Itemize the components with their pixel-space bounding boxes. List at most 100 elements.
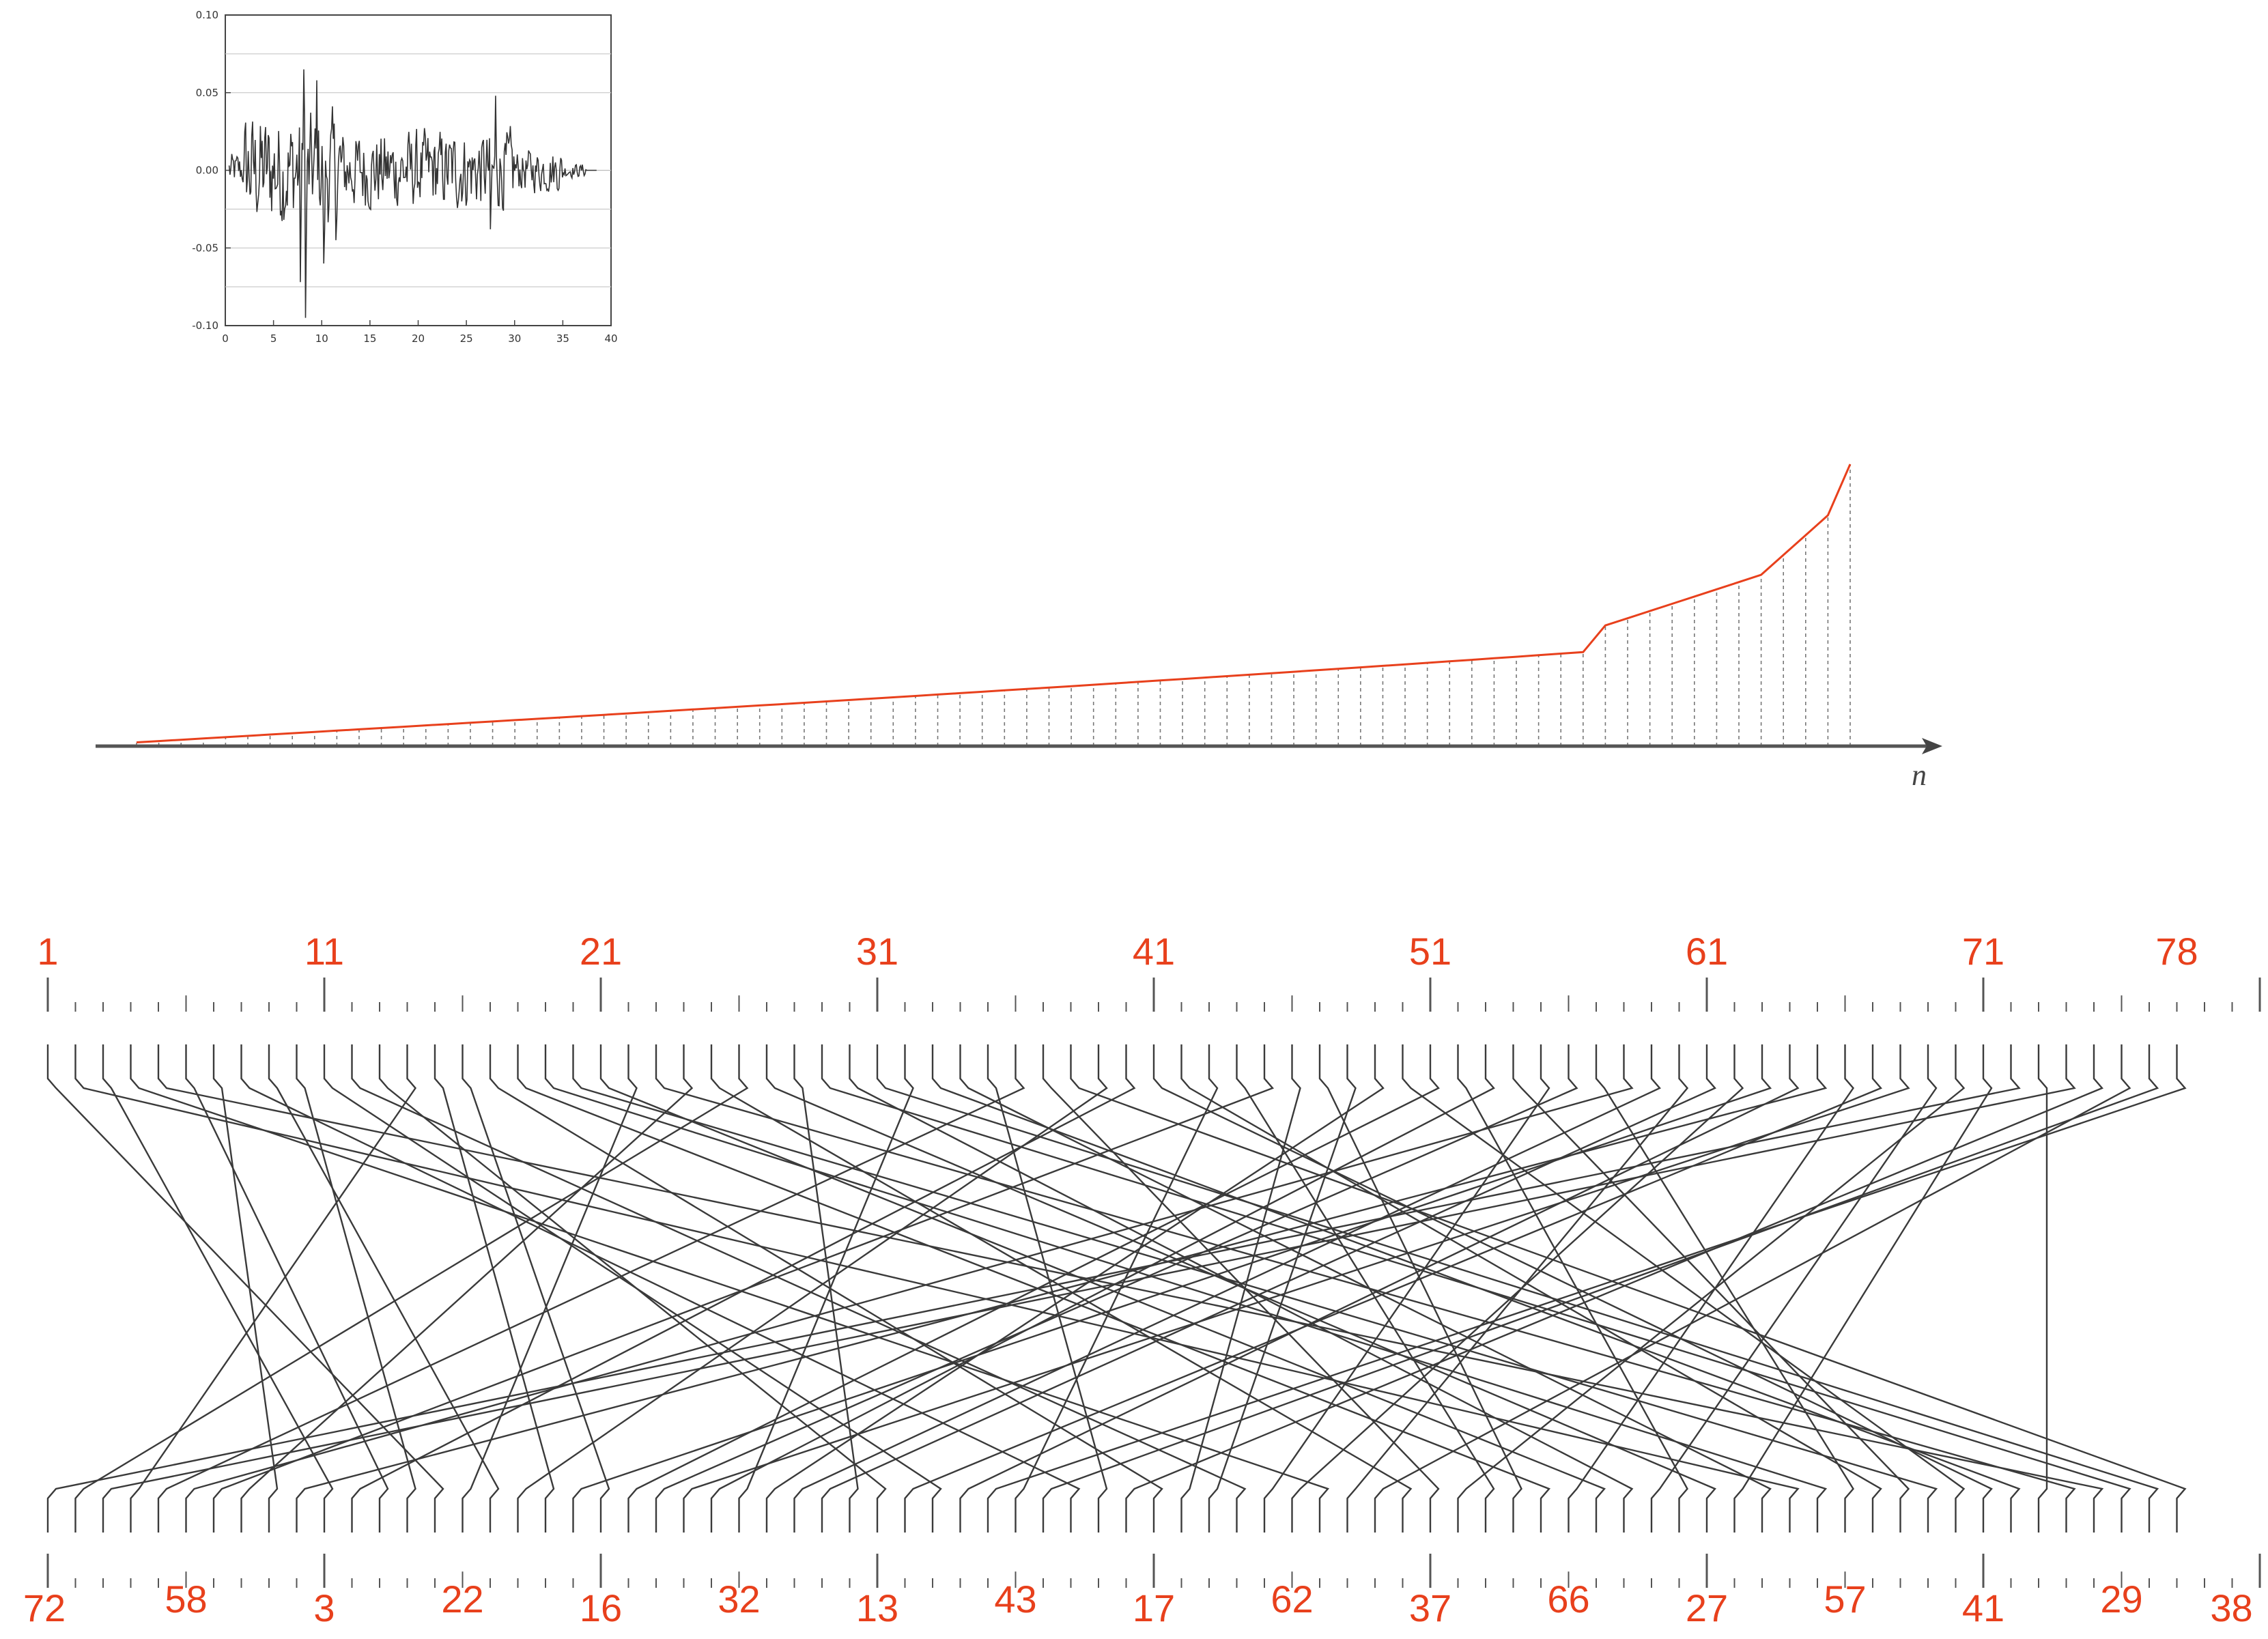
- top-index-label: 31: [856, 930, 898, 973]
- permutation-line: [517, 1044, 1551, 1533]
- top-index-label: 1: [37, 930, 58, 973]
- permutation-line: [434, 1044, 555, 1533]
- permutation-line: [599, 1044, 1606, 1533]
- permutation-diagram: 1 11 21 31 41 51 61 71 78 72 58 3 22 16 32 13 43 17 62 37 6…: [23, 930, 2261, 1629]
- permutation-line: [1733, 1044, 1993, 1533]
- signal-y-tick-label: 0.10: [196, 9, 218, 21]
- permutation-line: [1457, 1044, 1688, 1533]
- bottom-index-label: 16: [580, 1586, 622, 1629]
- permutation-line: [185, 1044, 1634, 1533]
- sorted-curve: [136, 464, 1852, 743]
- permutation-line: [987, 1044, 1108, 1533]
- permutation-line: [185, 1044, 389, 1533]
- permutation-line: [102, 1044, 2076, 1533]
- signal-y-tick-label: 0.05: [196, 87, 218, 99]
- bottom-index-label: 66: [1547, 1578, 1589, 1621]
- bottom-index-label: 29: [2100, 1578, 2142, 1621]
- top-index-label: 51: [1409, 930, 1451, 973]
- permutation-line: [1236, 1044, 1495, 1533]
- top-ruler: [46, 978, 2261, 1012]
- permutation-line: [462, 1044, 638, 1533]
- bottom-index-label: 41: [1962, 1586, 2004, 1629]
- top-index-label: 11: [304, 930, 344, 973]
- bottom-index-label: 62: [1271, 1578, 1313, 1621]
- bottom-index-label: 72: [23, 1586, 66, 1629]
- bottom-index-label: 38: [2210, 1586, 2252, 1629]
- permutation-line: [1595, 1044, 1854, 1533]
- bottom-index-label: 57: [1824, 1578, 1866, 1621]
- signal-y-ticks: 0.10 0.05 0.00 -0.05 -0.10: [192, 9, 231, 332]
- permutation-line: [821, 1044, 1716, 1533]
- permutation-line: [1152, 1044, 1993, 1533]
- permutation-line: [351, 1044, 1247, 1533]
- permutation-line: [1125, 1044, 2103, 1533]
- top-index-label: 78: [2155, 930, 2198, 973]
- sorted-values-chart: n: [96, 464, 1942, 792]
- permutation-line: [489, 1044, 1163, 1533]
- permutation-line: [627, 1044, 1440, 1533]
- signal-x-tick-label: 0: [222, 332, 229, 345]
- permutation-line: [378, 1044, 887, 1533]
- permutation-line: [655, 1044, 2076, 1533]
- permutation-line: [46, 1044, 2021, 1533]
- permutation-line: [765, 1044, 1385, 1533]
- permutation-line: [1291, 1044, 1744, 1533]
- permutation-line: [572, 1044, 1772, 1533]
- permutation-line: [1318, 1044, 1522, 1533]
- signal-series-line: [228, 69, 597, 318]
- signal-x-tick-label: 10: [315, 332, 328, 345]
- bottom-index-labels: 72 58 3 22 16 32 13 43 17 62 37 66 27 57 41 29 38: [23, 1578, 2253, 1629]
- permutation-line: [157, 1044, 2104, 1533]
- permutation-line: [931, 1044, 2021, 1533]
- bottom-ruler: [46, 1554, 2261, 1588]
- bottom-index-label: 27: [1686, 1586, 1728, 1629]
- permutation-line: [1208, 1044, 1357, 1533]
- signal-grid: [225, 53, 611, 287]
- permutation-line: [212, 1044, 279, 1533]
- bottom-index-label: 17: [1133, 1586, 1175, 1629]
- permutation-line: [1042, 1044, 2159, 1533]
- permutation-line: [268, 1044, 500, 1533]
- bottom-index-label: 32: [718, 1578, 760, 1621]
- top-index-label: 71: [1962, 930, 2004, 973]
- signal-chart: 0.10 0.05 0.00 -0.05 -0.10 0 5 10 15 20 25 30 35 40: [192, 9, 617, 345]
- permutation-line: [710, 1044, 1495, 1533]
- top-index-label: 41: [1133, 930, 1175, 973]
- permutation-line: [130, 1044, 417, 1533]
- permutation-line: [462, 1044, 610, 1533]
- top-index-label: 61: [1686, 930, 1728, 973]
- bottom-index-label: 37: [1409, 1586, 1451, 1629]
- signal-x-ticks: 0 5 10 15 20 25 30 35 40: [222, 320, 618, 345]
- permutation-line: [572, 1044, 1938, 1533]
- permutation-line: [102, 1044, 334, 1533]
- permutation-line: [683, 1044, 1910, 1533]
- permutation-line: [1650, 1044, 1938, 1533]
- signal-x-tick-label: 30: [508, 332, 521, 345]
- permutation-line: [959, 1044, 1800, 1533]
- permutation-line: [1402, 1044, 1966, 1533]
- signal-x-tick-label: 5: [270, 332, 277, 345]
- permutation-line: [212, 1044, 1275, 1533]
- n-axis-label: n: [1912, 758, 1927, 792]
- permutation-line: [1180, 1044, 1301, 1533]
- permutation-line: [74, 1044, 1800, 1533]
- permutation-line: [2037, 1044, 2048, 1533]
- permutation-line: [876, 1044, 2159, 1533]
- bottom-index-label: 58: [165, 1578, 207, 1621]
- sorted-stems: [136, 464, 1851, 746]
- signal-x-tick-label: 20: [412, 332, 425, 345]
- permutation-line: [544, 1044, 1828, 1533]
- signal-x-tick-label: 25: [460, 332, 473, 345]
- permutation-line: [1180, 1044, 1882, 1533]
- permutation-line: [738, 1044, 914, 1533]
- permutation-line: [987, 1044, 2187, 1533]
- permutation-line: [296, 1044, 416, 1533]
- permutation-line: [130, 1044, 1330, 1533]
- permutation-line: [74, 1044, 749, 1533]
- permutation-line: [1374, 1044, 2131, 1533]
- permutation-line: [904, 1044, 1882, 1533]
- permutation-line: [46, 1044, 444, 1533]
- bottom-index-label: 3: [313, 1586, 335, 1629]
- permutation-line: [240, 1044, 1081, 1533]
